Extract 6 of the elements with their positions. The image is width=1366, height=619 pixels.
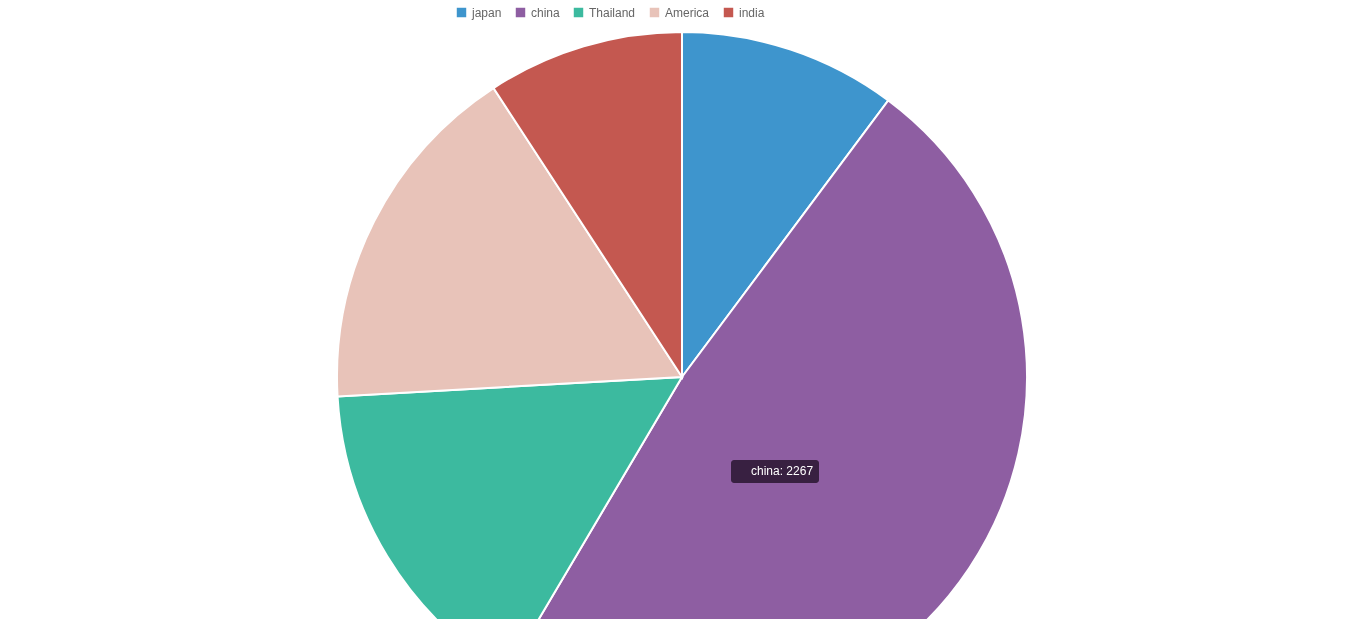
legend-label: Thailand bbox=[589, 5, 636, 20]
legend-label: india bbox=[739, 5, 765, 20]
legend-label: America bbox=[665, 5, 710, 20]
text: china: 2267 bbox=[751, 464, 814, 478]
legend-label: china bbox=[531, 5, 561, 20]
legend-label: japan bbox=[471, 5, 502, 20]
